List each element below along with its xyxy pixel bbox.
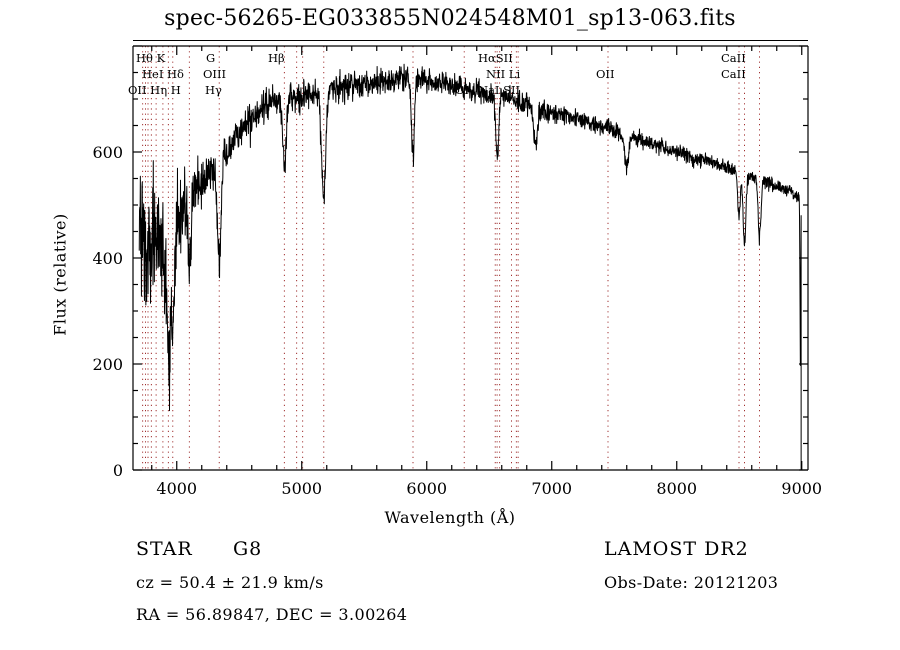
line-label-caii-1: CaII (721, 51, 746, 65)
line-label-halpha-sii: HαSII (478, 51, 513, 65)
line-label-hei-hdelta: HeI Hδ (142, 67, 184, 81)
x-tick-4000: 4000 (156, 479, 198, 498)
y-axis-title: Flux (relative) (50, 213, 70, 336)
line-label-oi: OI (455, 83, 469, 97)
y-tick-600: 600 (92, 143, 123, 162)
line-label-nai-sii: NaI SII (478, 83, 521, 97)
y-tick-0: 0 (112, 461, 123, 480)
x-tick-8000: 8000 (656, 479, 698, 498)
line-label-caii-2: CaII (721, 67, 746, 81)
spectral-class: G8 (233, 538, 263, 560)
page-title: spec-56265-EG033855N024548M01_sp13-063.f… (164, 6, 736, 31)
x-tick-9000: 9000 (781, 479, 823, 498)
spectrum-trace (138, 63, 802, 470)
line-label-hbeta: Hβ (268, 51, 285, 65)
line-label-oiii: OIII (203, 67, 227, 81)
redshift-velocity: cz = 50.4 ± 21.9 km/s (136, 573, 324, 592)
sky-coordinates: RA = 56.89847, DEC = 3.00264 (136, 605, 408, 624)
line-label-nii-li: NII Li (486, 67, 521, 81)
line-label-oii-red: OII (596, 67, 615, 81)
axis-frame (132, 45, 809, 471)
survey-name: LAMOST DR2 (604, 538, 749, 560)
observation-date: Obs-Date: 20121203 (604, 573, 779, 592)
line-label-g-band: G (206, 51, 216, 65)
x-axis-title: Wavelength (Å) (384, 508, 516, 527)
x-tick-7000: 7000 (531, 479, 573, 498)
line-label-htheta-k: Hθ K (136, 51, 166, 65)
line-label-hgamma: Hγ (205, 83, 222, 97)
y-tick-200: 200 (92, 355, 123, 374)
x-tick-6000: 6000 (406, 479, 448, 498)
emission-line-markers (142, 46, 760, 470)
object-type: STAR (136, 538, 193, 560)
x-tick-5000: 5000 (281, 479, 323, 498)
y-tick-400: 400 (92, 249, 123, 268)
title-underline (133, 40, 808, 41)
line-label-oii-heta-h: OII Hη H (128, 83, 181, 97)
